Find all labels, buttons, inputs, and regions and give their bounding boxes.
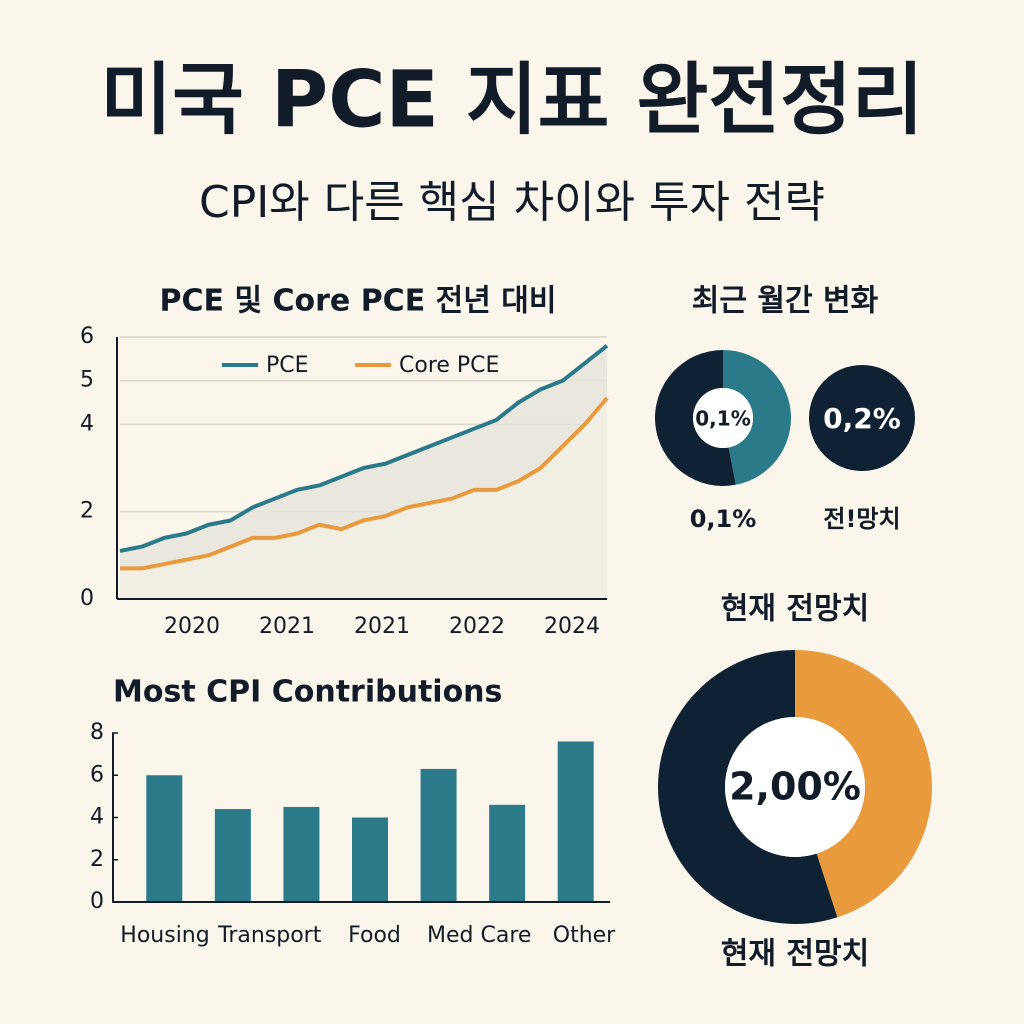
donut-segment [655,350,736,487]
donut-hole [725,717,865,857]
y-tick-label: 5 [80,368,94,393]
lower-area [120,398,607,599]
y-tick-label: 0 [90,889,104,914]
bar [420,768,457,902]
series-line [119,344,609,553]
chart-title: PCE 및 Core PCE 전년 대비 [160,284,557,319]
donut-hole [693,388,753,448]
legend-label: PCE [266,353,309,378]
bar [146,775,183,902]
bar [489,804,526,902]
x-tick-label: Housing [120,923,209,948]
x-tick-label: 2021 [354,614,410,639]
x-tick-label: 2020 [164,614,220,639]
x-tick-label: Other [553,923,616,948]
series-line [120,396,609,571]
y-tick-label: 0 [80,586,94,611]
page-subtitle: CPI와 다른 핵심 차이와 투자 전략 [199,177,825,228]
x-tick-label: Transport [217,923,322,948]
center-label: 0,1% [695,407,750,431]
donut-label: 0,1% [690,505,757,533]
bar [283,806,320,902]
donut-label: 전!망치 [823,505,900,533]
y-tick-label: 4 [90,805,104,830]
center-label: 0,2% [823,402,901,435]
x-tick-label: Food [348,923,401,948]
bar [557,741,594,902]
y-tick-label: 6 [90,762,104,787]
y-tick-label: 6 [80,324,94,349]
legend-label: Core PCE [399,353,499,378]
x-tick-label: Med Care [427,923,531,948]
y-tick-label: 2 [90,847,104,872]
bar [214,809,251,902]
page-title: 미국 PCE 지표 완전정리 [100,55,923,145]
section-title: 최근 월간 변화 [692,284,879,319]
donut-segment [723,350,791,485]
x-tick-label: 2021 [259,614,315,639]
center-label: 2,00% [729,765,861,809]
x-tick-label: 2024 [544,614,600,639]
bar [352,817,388,902]
donut-segment [657,650,838,924]
y-tick-label: 4 [80,411,94,436]
chart-title: Most CPI Contributions [113,675,502,710]
y-tick-label: 2 [80,499,94,524]
y-tick-label: 8 [90,720,104,745]
band-area [120,345,607,569]
pie-slice [809,365,915,471]
donut-segment [795,650,932,918]
x-tick-label: 2022 [449,614,505,639]
donut-label: 현재 전망치 [721,937,869,972]
chart-title: 현재 전망치 [721,592,869,627]
